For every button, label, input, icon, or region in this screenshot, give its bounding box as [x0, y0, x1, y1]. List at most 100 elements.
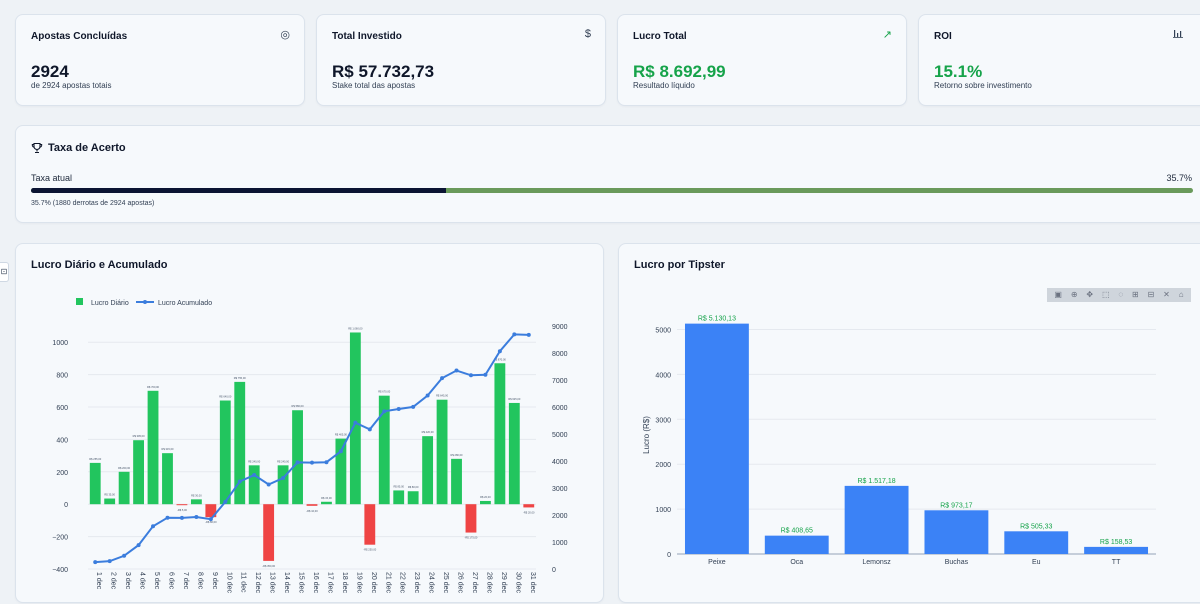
bar-data-label: R$ 505,33	[1020, 523, 1052, 530]
x-tick-label: 17 dec	[326, 572, 333, 594]
daily-profit-bar	[436, 399, 448, 505]
daily-profit-chart: −400 −200 0 200 400 600 800 1000 0 1000 2000 3000 40…	[52, 298, 568, 594]
camera-icon[interactable]: ▣	[1054, 290, 1062, 299]
cumulative-point	[252, 473, 257, 478]
legend-swatch-daily	[76, 298, 83, 305]
home-icon[interactable]: ⌂	[1178, 290, 1184, 299]
lasso-icon[interactable]: ◌	[1118, 290, 1124, 299]
cumulative-point	[324, 460, 329, 465]
daily-profit-bar	[393, 490, 405, 505]
bar-data-label: R$ 640,00	[219, 395, 232, 399]
bar-data-label: R$ 645,00	[436, 394, 449, 398]
x-tick-label: 21 dec	[384, 572, 391, 594]
pan-icon[interactable]: ✥	[1086, 290, 1094, 299]
cumulative-point	[353, 420, 358, 425]
daily-profit-bar	[508, 402, 520, 505]
cumulative-point	[425, 393, 430, 398]
x-tick-label: 29 dec	[500, 572, 507, 594]
daily-profit-bar	[494, 363, 506, 505]
y-tick-label-right: 7000	[552, 378, 568, 385]
tipster-bar	[764, 535, 829, 554]
zoom-icon[interactable]: ⊕	[1070, 290, 1078, 299]
x-tick-label: 6 dec	[167, 572, 174, 590]
y-tick-label: 4000	[655, 372, 671, 379]
y-tick-label: 0	[667, 552, 671, 559]
bar-data-label: -R$ 175,00	[465, 536, 478, 540]
cumulative-point	[223, 499, 228, 504]
x-tick-label: 22 dec	[399, 572, 406, 594]
y-tick-label-left: −400	[52, 567, 68, 574]
cumulative-profit-line	[95, 333, 529, 564]
daily-profit-bar	[292, 410, 303, 505]
cumulative-point	[396, 407, 401, 412]
y-tick-label-right: 0	[552, 567, 556, 574]
hit-rate-label: Taxa atual	[31, 173, 73, 183]
cumulative-point	[179, 515, 184, 520]
bar-data-label: R$ 395,00	[133, 434, 146, 438]
bar-data-label: R$ 700,00	[147, 385, 160, 389]
bar-data-label: R$ 80,00	[408, 485, 419, 489]
daily-profit-bar	[277, 465, 289, 505]
y-tick-label: 2000	[655, 462, 671, 469]
bar-data-label: R$ 158,53	[1100, 539, 1132, 546]
cumulative-point	[136, 543, 141, 548]
daily-profit-bar	[219, 400, 231, 505]
bar-data-label: -R$ 5,00	[177, 508, 188, 512]
y-tick-label-left: 600	[56, 405, 68, 412]
daily-profit-bar	[321, 501, 332, 505]
kpi-card-total-profit: Lucro Total ↗ R$ 8.692,99 Resultado líqu…	[617, 14, 907, 106]
cumulative-point	[281, 476, 286, 481]
daily-profit-bar	[335, 438, 347, 505]
daily-profit-bar	[263, 504, 275, 561]
box-select-icon[interactable]: ⬚	[1101, 290, 1110, 299]
kpi-title: ROI	[934, 31, 952, 42]
cumulative-point	[165, 515, 170, 520]
x-tick-label: 23 dec	[413, 572, 420, 594]
chart-toolbar: ▣ ⊕ ✥ ⬚ ◌ ⊞ ⊟ ✕ ⌂	[1047, 288, 1191, 302]
bar-data-label: R$ 20,00	[480, 495, 491, 499]
cumulative-point	[454, 368, 459, 373]
x-tick-label: TT	[1112, 559, 1121, 566]
hit-rate-title-row: Taxa de Acerto	[31, 142, 126, 154]
bar-data-label: R$ 30,00	[191, 493, 202, 497]
x-tick-label: 26 dec	[457, 572, 464, 594]
kpi-value: 2924	[31, 62, 69, 81]
x-tick-label: 7 dec	[182, 572, 189, 590]
zoom-out-icon[interactable]: ⊟	[1147, 290, 1155, 299]
daily-profit-bar	[176, 504, 188, 506]
y-tick-label-right: 2000	[552, 513, 568, 520]
daily-profit-bar	[205, 504, 217, 518]
kpi-title: Lucro Total	[633, 31, 687, 42]
bar-data-label: R$ 200,00	[118, 466, 131, 470]
bar-data-label: R$ 755,00	[234, 376, 247, 380]
bar-data-label: R$ 870,00	[494, 357, 507, 361]
daily-profit-bar	[234, 381, 246, 505]
kpi-subtitle: Retorno sobre investimento	[934, 81, 1032, 90]
daily-profit-bar	[407, 491, 419, 505]
daily-profit-bar	[190, 499, 202, 505]
x-tick-label: 15 dec	[298, 572, 305, 594]
dollar-icon: $	[584, 28, 591, 40]
x-tick-label: 31 dec	[529, 572, 536, 594]
y-tick-label: 5000	[655, 327, 671, 334]
daily-profit-bar	[378, 395, 390, 505]
y-tick-label-left: 800	[56, 373, 68, 380]
daily-profit-bar	[162, 453, 173, 505]
side-panel-toggle[interactable]: ⊡	[0, 262, 9, 282]
cumulative-point	[440, 376, 445, 381]
daily-profit-bar	[248, 465, 260, 505]
kpi-card-roi: ROI 15.1% Retorno sobre investimento	[918, 14, 1200, 106]
tipster-bar	[924, 510, 989, 554]
zoom-in-icon[interactable]: ⊞	[1132, 290, 1139, 299]
cumulative-point	[107, 559, 112, 564]
hit-rate-title: Taxa de Acerto	[48, 142, 126, 154]
kpi-value: R$ 8.692,99	[633, 62, 726, 81]
x-tick-label: 1 dec	[95, 572, 102, 590]
daily-profit-title: Lucro Diário e Acumulado	[31, 259, 168, 271]
x-tick-label: Oca	[790, 559, 803, 566]
x-tick-label: 9 dec	[211, 572, 218, 590]
autoscale-icon[interactable]: ✕	[1163, 290, 1170, 299]
x-tick-label: 11 dec	[240, 572, 247, 593]
legend-label-daily: Lucro Diário	[91, 300, 129, 307]
tipster-bar	[1084, 546, 1149, 554]
